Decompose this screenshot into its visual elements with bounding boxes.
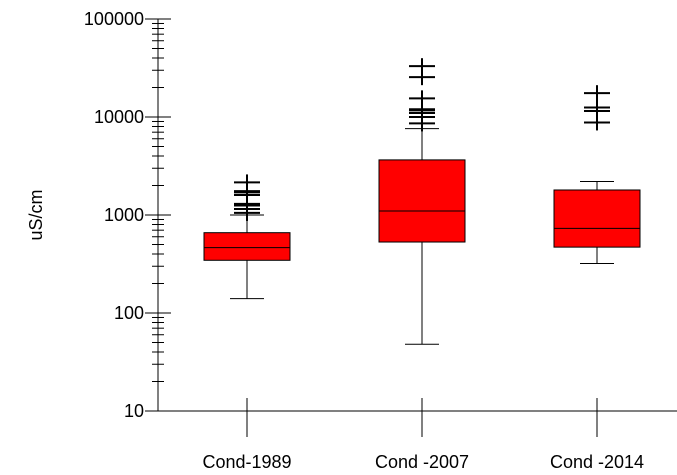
x-tick-label: Cond-1989 bbox=[202, 452, 291, 472]
box-iqr bbox=[553, 189, 641, 248]
y-tick-label: 100000 bbox=[84, 9, 144, 29]
y-tick-label: 100 bbox=[114, 303, 144, 323]
y-tick-label: 1000 bbox=[104, 205, 144, 225]
box-iqr bbox=[378, 159, 466, 243]
y-axis-title: uS/cm bbox=[26, 189, 46, 240]
y-tick-label: 10000 bbox=[94, 107, 144, 127]
x-tick-label: Cond -2014 bbox=[550, 452, 644, 472]
x-tick-label: Cond -2007 bbox=[375, 452, 469, 472]
box-iqr bbox=[203, 232, 291, 261]
y-tick-label: 10 bbox=[124, 401, 144, 421]
